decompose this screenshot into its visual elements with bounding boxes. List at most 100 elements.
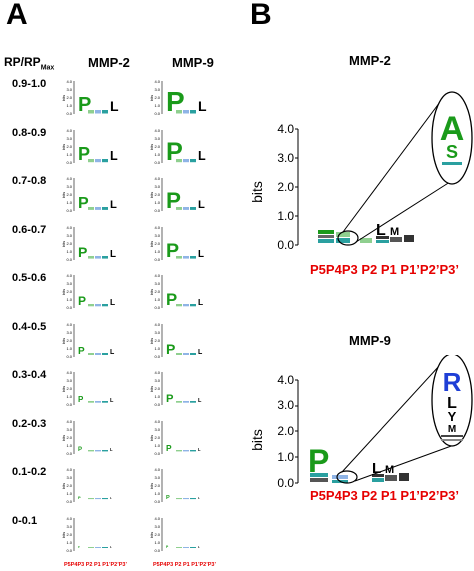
panel-a-label: A — [6, 0, 28, 31]
mini-glyph-p: P — [166, 341, 175, 357]
svg-text:M: M — [390, 226, 399, 238]
mini-y-label: bits — [150, 95, 154, 101]
mini-y-tick: 0.0 — [66, 499, 72, 504]
mini-logo-mmp2: 4.0 3.0 2.0 1.0 0.0 bits P L — [62, 322, 115, 359]
mini-y-tick: 0.0 — [154, 160, 160, 165]
positions-label-mmp9: P5P4P3 P2 P1 P1’P2’P3’ — [153, 562, 216, 568]
mini-glyph-p: P — [78, 346, 85, 357]
mini-logo-mmp2: 4.0 3.0 2.0 1.0 0.0 bits P L — [62, 370, 114, 407]
mini-glyph-bar — [190, 207, 196, 210]
mini-glyph-bar — [190, 546, 196, 548]
mini-y-tick: 2.0 — [66, 95, 72, 100]
mini-y-tick: 2.0 — [66, 435, 72, 440]
mini-glyph-l: L — [198, 297, 203, 307]
mini-glyph-bar — [95, 158, 101, 162]
mini-glyph-l: L — [198, 98, 207, 114]
y-axis-ticks — [295, 128, 298, 246]
mini-y-tick: 4.0 — [154, 516, 160, 521]
mini-glyph-bar — [183, 401, 189, 403]
mini-glyph-bar — [102, 207, 108, 210]
logo-stack-p3: P — [308, 443, 329, 482]
row-range-label: 0.7-0.8 — [12, 175, 47, 187]
mini-y-tick: 1.0 — [66, 346, 72, 351]
mini-y-tick: 4.0 — [154, 225, 160, 230]
pos-p3prime: P3’ — [439, 262, 459, 277]
mini-glyph-bar — [88, 401, 94, 403]
row-range-label: 0.6-0.7 — [12, 223, 47, 236]
mini-logo-mmp2: 4.0 3.0 2.0 1.0 0.0 bits P L — [62, 516, 112, 553]
mini-y-tick: 2.0 — [66, 386, 72, 391]
pos-p3: P3 — [341, 488, 358, 503]
mini-glyph-bar — [183, 110, 189, 114]
mini-glyph-bar — [183, 546, 189, 548]
mini-y-label: bits — [150, 434, 154, 440]
mini-y-tick: 4.0 — [154, 322, 160, 327]
mini-glyph-bar — [190, 498, 196, 500]
mini-y-tick: 0.0 — [66, 208, 72, 213]
mini-y-label: bits — [150, 240, 154, 246]
pos-p2: P2 — [361, 488, 378, 503]
positions-row-mmp9: P5P4P3 P2 P1 P1’P2’P3’ — [310, 488, 459, 503]
column-title-mmp9: MMP-9 — [172, 55, 214, 70]
mini-glyph-l: L — [110, 98, 119, 114]
mini-y-tick: 0.0 — [154, 548, 160, 553]
mini-y-tick: 3.0 — [154, 475, 160, 480]
logo-stack-p2prime: M — [385, 464, 397, 481]
svg-text:P: P — [308, 443, 329, 479]
row-range-label: 0.4-0.5 — [12, 320, 47, 333]
mini-y-tick: 0.0 — [154, 402, 160, 407]
mini-y-tick: 4.0 — [154, 370, 160, 375]
pos-p1prime: P1’ — [400, 488, 420, 503]
mini-glyph-bar — [95, 110, 101, 114]
mini-y-tick: 2.0 — [66, 192, 72, 197]
mini-y-tick: 1.0 — [154, 394, 160, 399]
row-header-sub: Max — [40, 64, 55, 72]
mini-glyph-bar — [95, 449, 101, 451]
mini-glyph-bar — [95, 401, 101, 403]
mini-y-tick: 3.0 — [154, 330, 160, 335]
mini-glyph-bar — [95, 207, 101, 210]
mini-y-tick: 3.0 — [66, 378, 72, 383]
mini-y-tick: 2.0 — [154, 386, 160, 391]
mini-y-tick: 4.0 — [66, 128, 72, 133]
mini-glyph-bar — [183, 304, 189, 307]
mini-y-tick: 4.0 — [66, 176, 72, 181]
mini-y-tick: 3.0 — [66, 136, 72, 141]
mini-glyph-l: L — [198, 447, 201, 452]
mini-glyph-bar — [176, 110, 182, 114]
mini-glyph-bar — [176, 158, 182, 162]
mini-y-tick: 0.0 — [66, 305, 72, 310]
mini-y-tick: 1.0 — [154, 346, 160, 351]
mini-y-tick: 1.0 — [66, 249, 72, 254]
mini-glyph-p: P — [166, 443, 172, 453]
mini-y-tick: 4.0 — [154, 467, 160, 472]
mini-glyph-bar — [176, 449, 182, 451]
zoom-letter-a: A — [440, 110, 465, 148]
logo-title-mmp2: MMP-2 — [349, 53, 391, 68]
mini-y-tick: 2.0 — [154, 95, 160, 100]
positions-row-mmp2: P5P4P3 P2 P1 P1’P2’P3’ — [310, 262, 459, 277]
y-tick: 0.0 — [277, 476, 294, 490]
mini-y-label: bits — [150, 143, 154, 149]
mini-glyph-p: P — [166, 188, 181, 213]
mini-y-label: bits — [62, 143, 66, 149]
mini-glyph-p: P — [78, 244, 87, 260]
mini-glyph-bar — [95, 352, 101, 355]
mini-glyph-l: L — [198, 496, 200, 500]
mini-glyph-l: L — [110, 545, 112, 549]
mini-glyph-bar — [102, 158, 108, 162]
mini-y-tick: 3.0 — [66, 524, 72, 529]
mini-glyph-bar — [190, 352, 196, 355]
mini-y-tick: 0.0 — [154, 451, 160, 456]
row-range-label: 0.3-0.4 — [12, 369, 47, 381]
mini-y-tick: 1.0 — [154, 152, 160, 157]
mini-glyph-p: P — [78, 195, 89, 212]
mini-glyph-bar — [190, 401, 196, 403]
mini-glyph-p: P — [78, 447, 82, 453]
mini-glyph-l: L — [198, 199, 205, 211]
row-header-main: RP/RP — [4, 55, 41, 69]
mini-glyph-bar — [95, 498, 101, 500]
mini-logo-mmp9: 4.0 3.0 2.0 1.0 0.0 bits P L — [150, 176, 205, 213]
mini-glyph-l: L — [198, 149, 206, 163]
svg-text:M: M — [385, 464, 394, 476]
